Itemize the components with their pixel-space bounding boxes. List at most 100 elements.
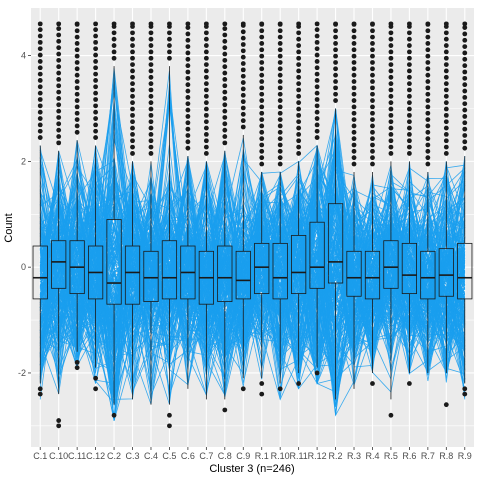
outlier-point [37,109,43,115]
outlier-point [222,21,228,27]
outlier-point [370,136,375,142]
outlier-point [406,43,412,48]
outlier-point [167,30,172,36]
outlier-point [388,93,394,99]
outlier-point [203,106,209,112]
outlier-point [314,46,320,52]
outlier-point [425,79,431,84]
outlier-point [185,101,191,107]
profile-line [39,111,465,391]
outlier-point [406,144,412,150]
outlier-point [296,68,302,74]
outlier-point [351,60,357,65]
outlier-point [314,78,320,83]
outlier-point [351,117,357,123]
box-iqr [309,221,325,289]
outlier-point [185,114,191,119]
outlier-point [388,74,394,80]
outlier-point [240,35,246,41]
outlier-point [148,112,154,118]
outlier-point [351,41,357,46]
outlier-point [203,151,209,156]
outlier-point [333,21,338,27]
boxplot-R.2 [327,21,344,400]
outlier-point [259,60,265,65]
outlier-point [74,110,80,116]
outlier-point [351,104,357,110]
outlier-point [259,155,265,161]
outlier-point [370,148,375,154]
outlier-point [222,51,228,57]
x-tick-label: C.8 [218,451,232,461]
outlier-point [462,56,468,62]
outlier-point [93,33,99,39]
outlier-point [314,122,320,128]
outlier-point [462,120,468,126]
outlier-point [425,34,431,40]
outlier-point [37,21,43,27]
outlier-point [130,106,135,112]
outlier-point [93,90,99,96]
outlier-point [388,106,394,112]
outlier-point [111,49,117,55]
outlier-point [370,129,375,135]
outlier-point [425,47,431,53]
outlier-point [148,62,154,67]
outlier-point [443,402,449,408]
outlier-point [74,34,80,40]
outlier-point [462,101,468,107]
outlier-point [240,105,246,111]
outlier-point [130,49,135,55]
outlier-point [240,54,246,60]
outlier-point [314,84,320,90]
outlier-point [406,125,412,131]
outlier-point [333,41,338,46]
outlier-point [296,49,302,55]
box-iqr [32,245,48,300]
outlier-point [370,91,375,97]
outlier-point [443,68,449,74]
boxplot-R.10 [272,21,288,392]
outlier-point [425,21,431,27]
outlier-point [148,55,154,61]
outlier-point [425,123,431,129]
outlier-point [93,27,99,33]
outlier-point [406,55,412,61]
outlier-point [130,87,135,93]
outlier-point [425,85,431,91]
x-tick-label: R.1 [255,451,269,461]
outlier-point [351,123,357,129]
outlier-point [277,155,283,161]
outlier-point [203,144,209,150]
outlier-point [74,359,80,365]
outlier-point [388,144,394,150]
outlier-point [333,79,338,84]
outlier-point [203,112,209,118]
outlier-point [222,407,228,413]
outlier-point [130,21,135,27]
outlier-point [370,66,375,72]
outlier-point [203,132,209,137]
outlier-point [277,53,283,59]
outlier-point [277,34,283,40]
outlier-point [37,116,43,121]
outlier-point [425,98,431,103]
box-iqr [51,240,67,289]
outlier-point [203,100,209,106]
outlier-point [240,86,246,92]
outlier-point [314,39,320,45]
outlier-point [203,74,209,80]
outlier-point [443,119,449,125]
outlier-point [462,69,468,75]
outlier-point [240,21,246,27]
outlier-point [406,93,412,99]
y-axis-title: Count [3,213,15,242]
outlier-point [333,53,338,59]
boxplot-C.1 [32,21,48,397]
outlier-point [443,112,449,118]
outlier-point [259,98,265,103]
outlier-point [425,28,431,34]
outlier-point [148,119,154,125]
outlier-point [462,63,468,69]
outlier-point [259,34,265,40]
